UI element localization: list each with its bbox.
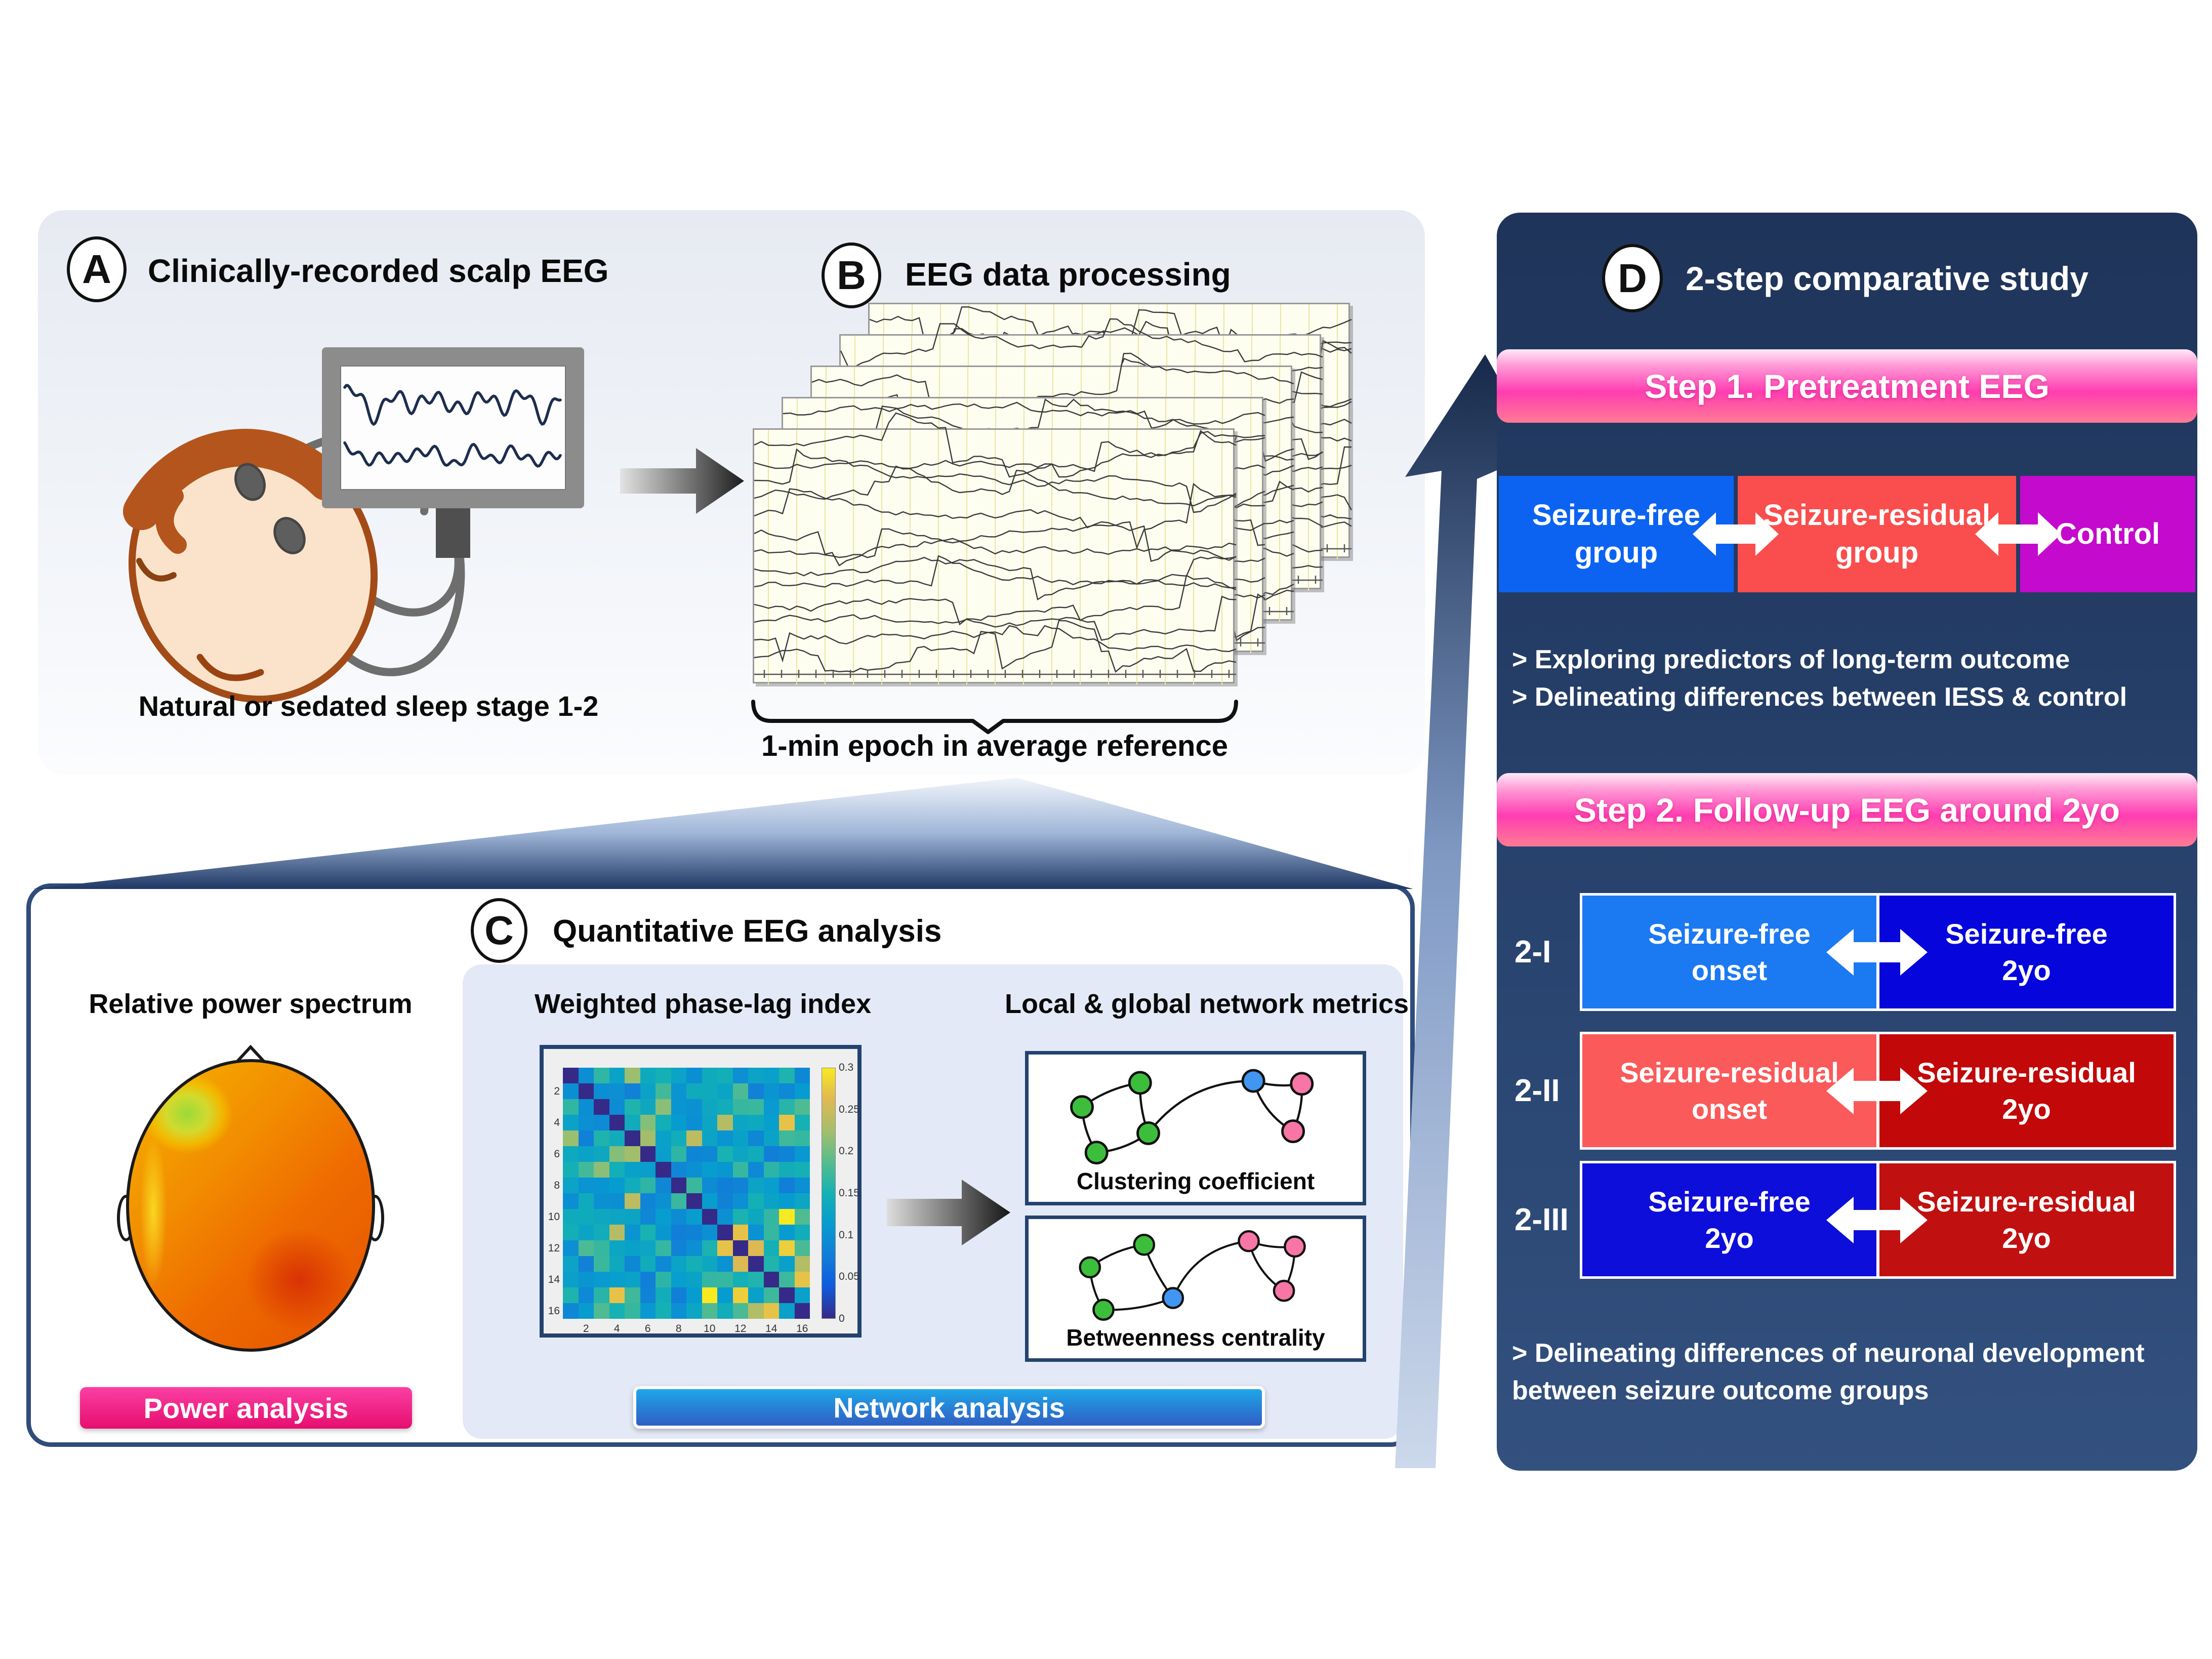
eeg-monitor-icon	[322, 347, 584, 558]
panel-a-badge-letter: A	[82, 247, 111, 292]
step1-bullets: > Exploring predictors of long-term outc…	[1512, 641, 2127, 716]
step2-2-III-left-box: Seizure-free 2yo	[1582, 1163, 1879, 1276]
seizure-residual-group-box: Seizure-residual group	[1738, 476, 2016, 592]
step2-row-pair: Seizure-residual onset Seizure-residual 2yo	[1580, 1032, 2176, 1150]
baby-hair-icon	[123, 429, 345, 530]
power-spectrum-heading: Relative power spectrum	[89, 989, 413, 1019]
closed-eye-icon	[136, 558, 177, 582]
step2-2-II-right-box: Seizure-residual 2yo	[1879, 1034, 2174, 1147]
double-arrow-icon	[1693, 512, 1779, 556]
eeg-epoch-panel	[753, 412, 1237, 685]
step2-row-label-2-III: 2-III	[1514, 1202, 1569, 1237]
step2-row-pair: Seizure-free 2yo Seizure-residual 2yo	[1580, 1161, 2176, 1279]
step1-bullet-2: > Delineating differences between IESS &…	[1512, 682, 2127, 712]
wpli-heading: Weighted phase-lag index	[535, 989, 872, 1019]
betweenness-network-graph-icon	[1079, 1230, 1306, 1321]
power-analysis-banner: Power analysis	[80, 1387, 412, 1429]
step1-bullet-1: > Exploring predictors of long-term outc…	[1512, 645, 2070, 674]
topo-scalp-gradient	[126, 1059, 375, 1352]
network-analysis-banner: Network analysis	[633, 1386, 1265, 1429]
panel-ab-background: A Clinically-recorded scalp EEG	[38, 210, 1425, 775]
wpli-heatmap-grid	[563, 1068, 810, 1319]
double-arrow-icon	[1975, 512, 2061, 556]
baby-eeg-recording-icon	[123, 347, 744, 703]
topographic-power-map	[117, 1044, 384, 1352]
seizure-residual-group-line2: group	[1835, 536, 1919, 569]
clustering-coefficient-label: Clustering coefficient	[1076, 1168, 1315, 1194]
panel-c-title: Quantitative EEG analysis	[553, 914, 942, 949]
eeg-epoch-stack	[753, 303, 1353, 685]
flow-arrow-c-to-d-icon	[1395, 354, 1540, 1468]
panel-a-badge: A	[67, 236, 127, 302]
betweenness-centrality-label: Betweenness centrality	[1066, 1324, 1325, 1351]
step2-2-III-right-box: Seizure-residual 2yo	[1879, 1163, 2174, 1276]
funnel-shape-icon	[32, 778, 1413, 889]
wpli-heatmap-figure: 2 4 6 8 10 12 14 16 2 4 6 8 10 12 14 16 0 0.05 0.1 0.15 0.…	[540, 1045, 862, 1338]
step2-bullet-line1: > Delineating differences of neuronal de…	[1512, 1339, 2145, 1368]
panel-a-title: Clinically-recorded scalp EEG	[148, 253, 609, 289]
panel-b-title: EEG data processing	[905, 256, 1231, 293]
seizure-free-group-line2: group	[1574, 536, 1658, 569]
panel-b-caption: 1-min epoch in average reference	[761, 730, 1228, 762]
step2-banner: Step 2. Follow-up EEG around 2yo	[1497, 773, 2197, 846]
electrode-icons	[234, 463, 306, 554]
mouth-icon	[196, 654, 264, 681]
seizure-residual-group-line1: Seizure-residual	[1763, 499, 1991, 532]
clustering-network-graph-icon	[1070, 1069, 1314, 1165]
panel-a-caption: Natural or sedated sleep stage 1-2	[138, 690, 599, 722]
panel-b-badge: B	[822, 242, 881, 308]
step2-bullets: > Delineating differences of neuronal de…	[1512, 1334, 2145, 1409]
network-metrics-heading: Local & global network metrics	[1005, 989, 1409, 1019]
control-group-label: Control	[2055, 517, 2160, 550]
clustering-coefficient-box: Clustering coefficient	[1025, 1051, 1366, 1205]
flow-arrow-a-to-b-icon	[620, 448, 744, 514]
panel-c-badge: C	[471, 898, 527, 963]
panel-c-badge-letter: C	[484, 908, 514, 953]
step2-2-I-right-box: Seizure-free 2yo	[1879, 896, 2174, 1008]
baby-head-icon	[123, 429, 378, 703]
flow-arrow-wpli-to-metrics-icon	[887, 1180, 1010, 1245]
panel-d-title: 2-step comparative study	[1686, 260, 2088, 297]
double-arrow-icon	[1826, 1196, 1928, 1243]
step2-row-label-2-II: 2-II	[1514, 1073, 1560, 1108]
step1-banner: Step 1. Pretreatment EEG	[1497, 349, 2197, 423]
monitor-waveforms	[343, 384, 562, 468]
panel-d-badge: D	[1602, 244, 1663, 312]
double-arrow-icon	[1826, 928, 1928, 976]
panel-d-background: D 2-step comparative study Step 1. Pretr…	[1497, 213, 2197, 1471]
wpli-colorbar	[822, 1068, 836, 1319]
panel-b-badge-letter: B	[837, 253, 866, 298]
control-group-box: Control	[2020, 476, 2195, 592]
step2-bullet-line2: between seizure outcome groups	[1512, 1376, 1929, 1405]
double-arrow-icon	[1826, 1067, 1928, 1114]
seizure-free-group-box: Seizure-free group	[1499, 476, 1734, 592]
monitor-stand	[436, 506, 470, 558]
panel-d-badge-letter: D	[1618, 255, 1647, 301]
betweenness-centrality-box: Betweenness centrality	[1025, 1216, 1366, 1362]
seizure-free-group-line1: Seizure-free	[1532, 499, 1701, 532]
epoch-brace-icon	[751, 700, 1238, 734]
step2-row-label-2-I: 2-I	[1514, 935, 1551, 969]
